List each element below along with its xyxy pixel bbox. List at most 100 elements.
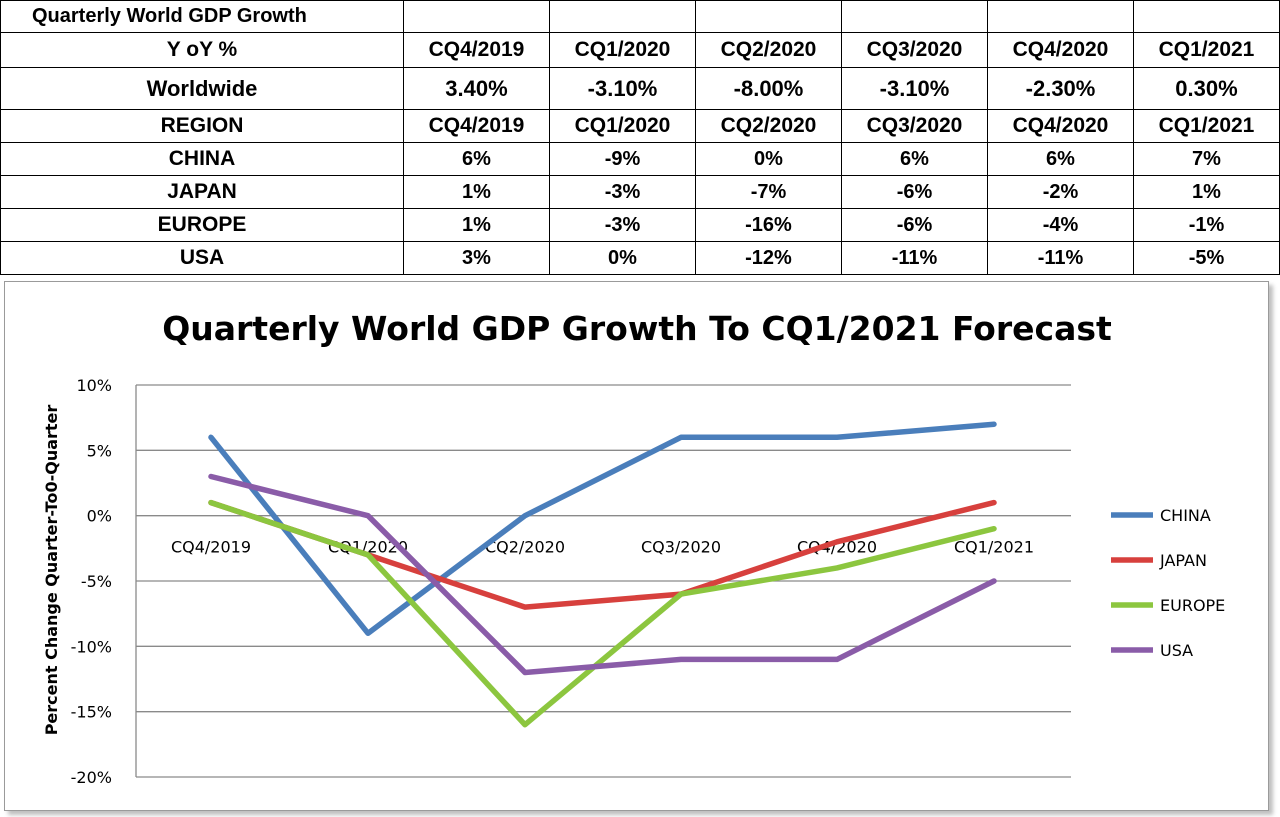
y-tick-label: 0%	[87, 507, 112, 526]
data-point-china	[522, 513, 528, 518]
chart-frame: Quarterly World GDP Growth To CQ1/2021 F…	[4, 281, 1269, 811]
series-line-china	[208, 421, 997, 637]
data-point-europe	[991, 526, 997, 531]
gdp-table: Quarterly World GDP Growth Y oY % CQ4/20…	[0, 0, 1280, 275]
empty-cell	[987, 0, 1134, 33]
worldwide-value: -3.10%	[549, 67, 696, 110]
quarter-header: CQ1/2021	[1133, 109, 1280, 143]
worldwide-label: Worldwide	[0, 67, 404, 110]
quarter-header: CQ1/2021	[1133, 32, 1280, 68]
region-value: -11%	[987, 241, 1134, 275]
region-label: REGION	[0, 109, 404, 143]
region-value: -4%	[987, 208, 1134, 242]
yoy-label: Y oY %	[0, 32, 404, 68]
quarter-header: CQ3/2020	[841, 109, 988, 143]
y-tick-label: -15%	[71, 703, 112, 722]
quarter-header: CQ2/2020	[695, 109, 842, 143]
region-value: 1%	[403, 175, 550, 209]
region-value: -11%	[841, 241, 988, 275]
data-point-china	[834, 435, 840, 440]
quarter-header: CQ1/2020	[549, 32, 696, 68]
region-value: 1%	[403, 208, 550, 242]
y-axis-label: Percent Change Quarter-To0-Quarter	[42, 405, 61, 736]
data-point-china	[678, 435, 684, 440]
region-name: USA	[0, 241, 404, 275]
table-title-row: Quarterly World GDP Growth	[0, 0, 1280, 33]
quarter-header: CQ3/2020	[841, 32, 988, 68]
region-name: CHINA	[0, 142, 404, 176]
data-point-japan	[522, 604, 528, 610]
data-point-usa	[678, 657, 684, 662]
worldwide-value: -2.30%	[987, 67, 1134, 110]
legend-label: EUROPE	[1160, 596, 1225, 615]
worldwide-value: 3.40%	[403, 67, 550, 110]
region-header-row: REGION CQ4/2019 CQ1/2020 CQ2/2020 CQ3/20…	[0, 109, 1280, 143]
region-value: -6%	[841, 208, 988, 242]
quarter-header: CQ4/2020	[987, 109, 1134, 143]
empty-cell	[403, 0, 550, 33]
x-tick-label: CQ4/2019	[171, 538, 251, 557]
x-tick-label: CQ1/2020	[328, 538, 408, 557]
worldwide-value: -8.00%	[695, 67, 842, 110]
region-value: -1%	[1133, 208, 1280, 242]
quarter-header: CQ2/2020	[695, 32, 842, 68]
x-tick-label: CQ3/2020	[641, 538, 721, 557]
data-point-usa	[991, 578, 997, 584]
data-point-europe	[834, 565, 840, 571]
x-tick-label: CQ1/2021	[954, 538, 1034, 557]
y-tick-label: 10%	[76, 376, 112, 395]
region-value: -12%	[695, 241, 842, 275]
region-value: -2%	[987, 175, 1134, 209]
quarter-header: CQ1/2020	[549, 109, 696, 143]
series-lines	[208, 421, 997, 728]
data-point-usa	[522, 670, 528, 675]
region-value: 6%	[987, 142, 1134, 176]
data-point-china	[365, 631, 371, 636]
legend-label: CHINA	[1160, 506, 1211, 525]
region-value: -5%	[1133, 241, 1280, 275]
data-point-europe	[365, 552, 371, 558]
empty-cell	[1133, 0, 1280, 33]
worldwide-row: Worldwide 3.40% -3.10% -8.00% -3.10% -2.…	[0, 67, 1280, 110]
y-tick-label: -5%	[81, 572, 112, 591]
region-name: EUROPE	[0, 208, 404, 242]
data-point-japan	[834, 539, 840, 544]
data-point-usa	[834, 657, 840, 662]
data-point-europe	[522, 722, 528, 727]
series-line-usa	[208, 473, 997, 676]
empty-cell	[549, 0, 696, 33]
region-value: -16%	[695, 208, 842, 242]
quarter-header: CQ4/2019	[403, 32, 550, 68]
worldwide-value: 0.30%	[1133, 67, 1280, 110]
data-point-china	[208, 435, 214, 440]
region-value: -7%	[695, 175, 842, 209]
data-point-europe	[208, 500, 214, 505]
region-value: 7%	[1133, 142, 1280, 176]
chart-title: Quarterly World GDP Growth To CQ1/2021 F…	[162, 309, 1112, 348]
quarter-header: CQ4/2020	[987, 32, 1134, 68]
y-tick-label: 5%	[87, 441, 112, 460]
region-value: -9%	[549, 142, 696, 176]
y-tick-label: -10%	[71, 637, 112, 656]
region-name: JAPAN	[0, 175, 404, 209]
region-value: -6%	[841, 175, 988, 209]
line-chart: Quarterly World GDP Growth To CQ1/2021 F…	[42, 309, 1225, 787]
data-point-usa	[208, 474, 214, 479]
data-point-usa	[365, 513, 371, 518]
series-line-europe	[208, 499, 997, 728]
data-point-china	[991, 422, 997, 427]
region-value: 3%	[403, 241, 550, 275]
x-tick-label: CQ2/2020	[485, 538, 565, 557]
worldwide-value: -3.10%	[841, 67, 988, 110]
y-tick-labels: 10% 5% 0% -5% -10% -15% -20%	[71, 376, 112, 787]
region-value: 6%	[403, 142, 550, 176]
table-title: Quarterly World GDP Growth	[0, 0, 404, 33]
data-point-europe	[678, 591, 684, 597]
yoy-header-row: Y oY % CQ4/2019 CQ1/2020 CQ2/2020 CQ3/20…	[0, 32, 1280, 68]
x-tick-labels: CQ4/2019 CQ1/2020 CQ2/2020 CQ3/2020 CQ4/2020…	[171, 538, 1034, 557]
table-row: CHINA 6% -9% 0% 6% 6% 7%	[0, 142, 1280, 176]
grid-lines	[135, 384, 1071, 778]
quarter-header: CQ4/2019	[403, 109, 550, 143]
table-row: USA 3% 0% -12% -11% -11% -5%	[0, 241, 1280, 275]
region-value: 1%	[1133, 175, 1280, 209]
